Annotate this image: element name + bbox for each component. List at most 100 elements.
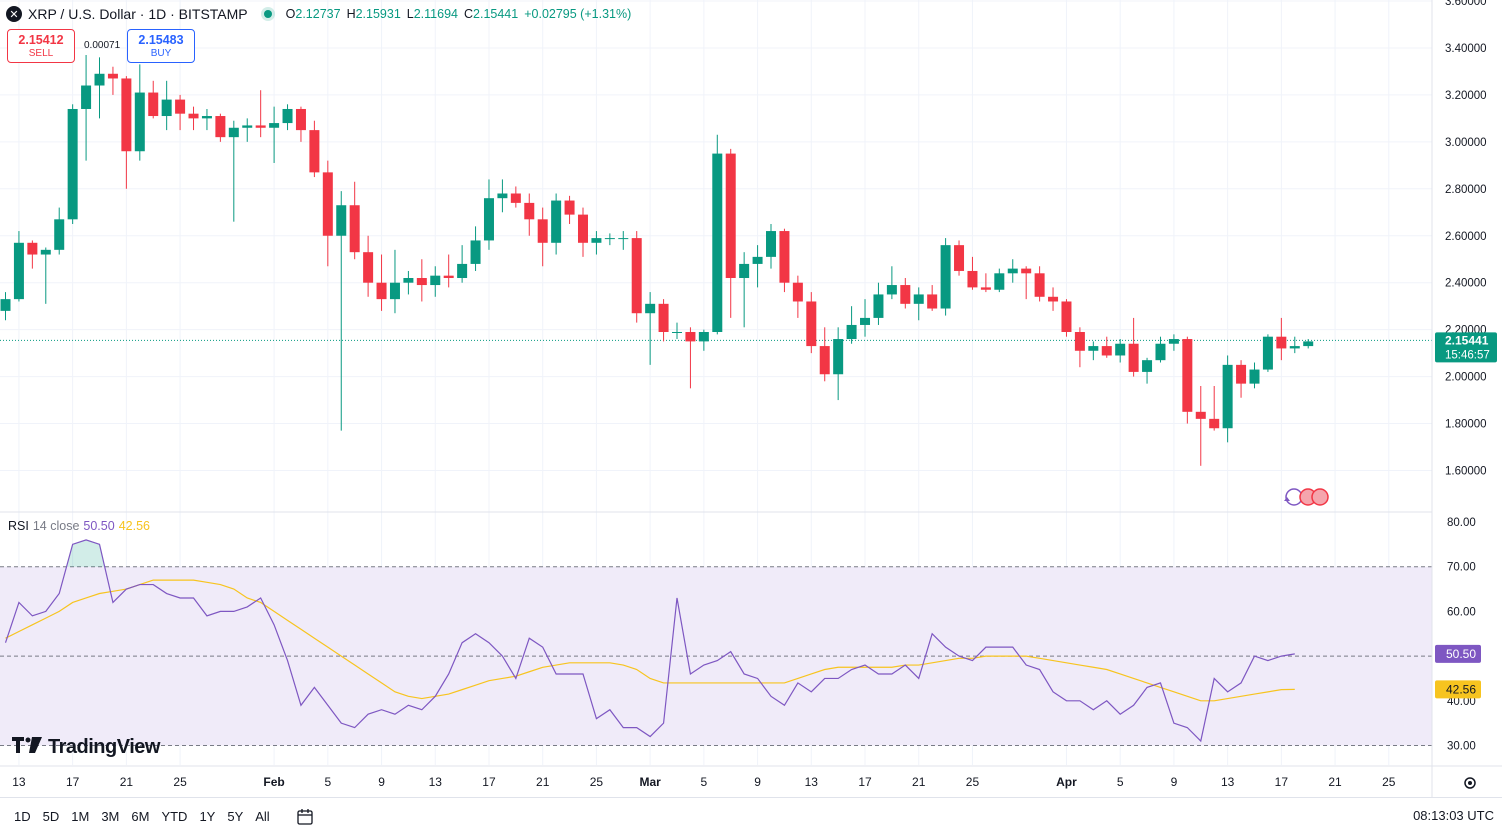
rsi-value: 50.50 bbox=[83, 519, 115, 533]
time-tick-label: 25 bbox=[590, 775, 604, 789]
candle-body bbox=[175, 99, 186, 114]
rsi-tick-label: 60.00 bbox=[1447, 606, 1476, 618]
price-tick-label: 3.00000 bbox=[1445, 137, 1487, 149]
candle-body bbox=[1303, 341, 1314, 347]
candle-body bbox=[1048, 296, 1059, 302]
rsi-tick-label: 40.00 bbox=[1447, 696, 1476, 708]
candle-body bbox=[725, 153, 736, 279]
candle-body bbox=[1236, 364, 1247, 384]
candle-body bbox=[873, 294, 884, 318]
candle-body bbox=[349, 205, 360, 253]
sell-button[interactable]: 2.15412 SELL bbox=[7, 29, 75, 63]
price-tick-label: 3.60000 bbox=[1445, 0, 1487, 8]
ohlc-readout: O2.12737 H2.15931 L2.11694 C2.15441 +0.0… bbox=[285, 7, 632, 21]
candle-body bbox=[631, 238, 642, 314]
candle-body bbox=[524, 202, 535, 220]
timeframe-ytd[interactable]: YTD bbox=[161, 809, 188, 824]
candle-body bbox=[658, 303, 669, 332]
candle-body bbox=[604, 238, 615, 240]
timeframe-all[interactable]: All bbox=[255, 809, 270, 824]
timeframe-3m[interactable]: 3M bbox=[101, 809, 120, 824]
timeframe-1y[interactable]: 1Y bbox=[199, 809, 216, 824]
time-tick-label: 21 bbox=[912, 775, 926, 789]
candle-body bbox=[1262, 336, 1273, 370]
time-tick-label: 21 bbox=[536, 775, 550, 789]
price-tick-label: 2.40000 bbox=[1445, 278, 1487, 290]
utc-clock[interactable]: 08:13:03 UTC bbox=[1413, 808, 1494, 823]
rsi-line bbox=[4, 539, 1295, 743]
candle-body bbox=[846, 324, 857, 340]
candle-body bbox=[1182, 339, 1193, 412]
candle-body bbox=[954, 245, 965, 271]
chart-settings-icon[interactable] bbox=[1464, 777, 1476, 789]
price-tick-label: 2.80000 bbox=[1445, 184, 1487, 196]
candle-body bbox=[67, 108, 78, 220]
timeframe-6m[interactable]: 6M bbox=[131, 809, 150, 824]
rsi-ma-value: 42.56 bbox=[118, 519, 150, 533]
tradingview-wordmark: TradingView bbox=[48, 736, 160, 758]
candle-body bbox=[618, 238, 629, 240]
time-tick-label: 13 bbox=[12, 775, 26, 789]
candle-body bbox=[980, 287, 991, 290]
candle-body bbox=[510, 193, 521, 203]
bar-countdown-label: 15:46:57 bbox=[1445, 349, 1490, 361]
candle-body bbox=[833, 339, 844, 375]
tradingview-logo[interactable]: TradingView bbox=[12, 736, 160, 759]
candle-body bbox=[752, 256, 763, 264]
candle-body bbox=[685, 331, 696, 342]
rsi-ma-line bbox=[5, 579, 1295, 702]
candle-body bbox=[860, 317, 871, 325]
timeframe-1d[interactable]: 1D bbox=[14, 809, 31, 824]
rsi-tick-label: 70.00 bbox=[1447, 562, 1476, 574]
candle-body bbox=[470, 240, 481, 264]
time-tick-label: 17 bbox=[858, 775, 872, 789]
candle-body bbox=[1209, 418, 1220, 429]
candle-body bbox=[255, 125, 266, 128]
candle-body bbox=[201, 116, 212, 119]
time-tick-label: 25 bbox=[173, 775, 187, 789]
time-tick-label: Feb bbox=[263, 775, 284, 789]
rsi-params: 14 close bbox=[32, 519, 80, 533]
gear-hub bbox=[1468, 781, 1472, 785]
timeframe-1m[interactable]: 1M bbox=[71, 809, 90, 824]
time-tick-label: 25 bbox=[966, 775, 980, 789]
candle-body bbox=[376, 282, 387, 300]
symbol-title[interactable]: XRP / U.S. Dollar · 1D · BITSTAMP bbox=[28, 6, 248, 22]
candle-body bbox=[1276, 336, 1287, 349]
rsi-legend[interactable]: RSI 14 close 50.50 42.56 bbox=[8, 519, 150, 533]
economic-events-icon[interactable] bbox=[1280, 487, 1334, 507]
candle-body bbox=[188, 113, 199, 119]
price-tick-label: 1.80000 bbox=[1445, 419, 1487, 431]
time-tick-label: Apr bbox=[1056, 775, 1077, 789]
time-tick-label: 9 bbox=[1171, 775, 1178, 789]
candle-body bbox=[779, 231, 790, 283]
candle-body bbox=[591, 238, 602, 243]
candle-body bbox=[403, 278, 414, 283]
candle-body bbox=[443, 275, 454, 279]
price-tick-label: 1.60000 bbox=[1445, 466, 1487, 478]
chart-canvas[interactable]: 3.60000 3.40000 3.20000 3.00000 2.80000 2.600… bbox=[0, 0, 1502, 798]
go-to-date-icon[interactable] bbox=[296, 808, 314, 826]
candle-body bbox=[672, 331, 682, 333]
candle-body bbox=[134, 92, 145, 152]
candle-body bbox=[1128, 343, 1139, 372]
candle-body bbox=[430, 275, 441, 286]
time-tick-label: 13 bbox=[1221, 775, 1235, 789]
rsi-tick-label: 30.00 bbox=[1447, 741, 1476, 753]
candle-body bbox=[94, 73, 105, 86]
candle-body bbox=[913, 294, 924, 304]
candle-body bbox=[1074, 331, 1085, 351]
chart-header: ✕ XRP / U.S. Dollar · 1D · BITSTAMP O2.1… bbox=[6, 4, 631, 24]
candle-body bbox=[1289, 346, 1300, 349]
candle-body bbox=[242, 125, 253, 128]
candle-body bbox=[967, 270, 978, 288]
time-tick-label: 17 bbox=[66, 775, 80, 789]
candle-body bbox=[994, 273, 1005, 290]
candle-body bbox=[309, 130, 320, 173]
sell-label: SELL bbox=[28, 48, 54, 59]
buy-button[interactable]: 2.15483 BUY bbox=[127, 29, 195, 63]
time-tick-label: 21 bbox=[120, 775, 134, 789]
timeframe-5y[interactable]: 5Y bbox=[227, 809, 244, 824]
timeframe-5d[interactable]: 5D bbox=[42, 809, 60, 824]
candle-body bbox=[322, 172, 333, 236]
